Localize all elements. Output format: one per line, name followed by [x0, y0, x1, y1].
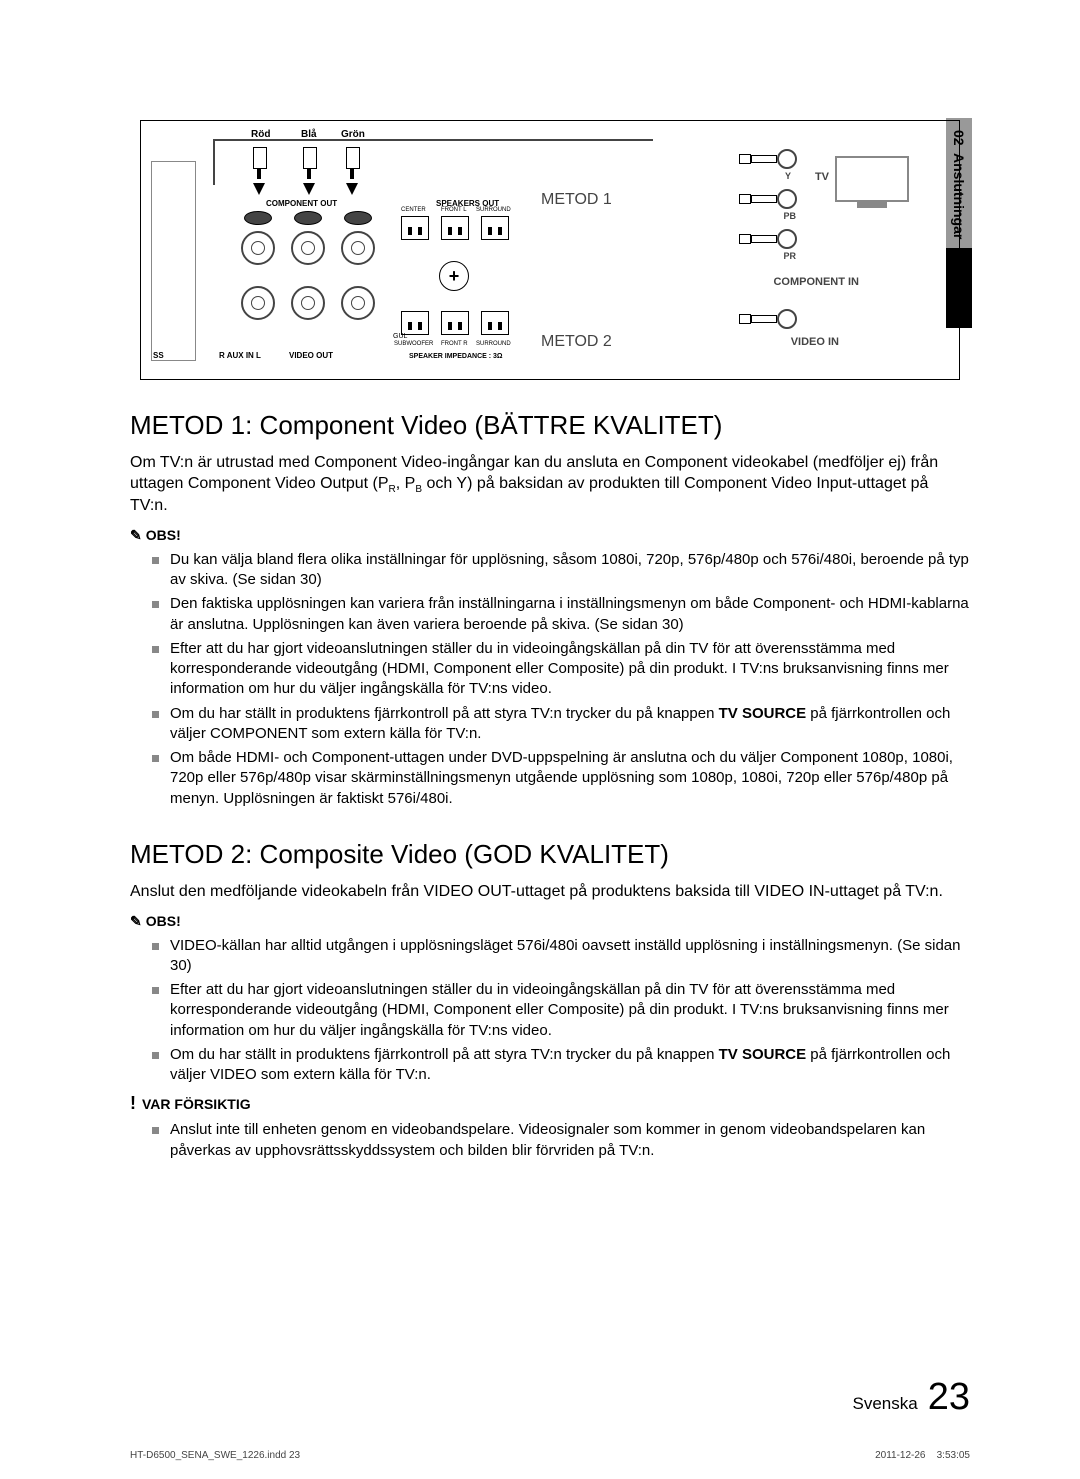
intro-sub-r: R: [389, 484, 396, 495]
list-item: Efter att du har gjort videoanslutningen…: [170, 639, 970, 700]
video-out-label: VIDEO OUT: [289, 351, 333, 360]
print-date: 2011-12-26: [875, 1450, 925, 1461]
component-in-label: COMPONENT IN: [773, 276, 859, 288]
rca-jack-icon: [241, 286, 275, 320]
speaker-surround2-label: SURROUND: [476, 341, 511, 347]
plug-icon: [346, 147, 358, 179]
component-out-label: COMPONENT OUT: [266, 199, 337, 208]
print-metadata: HT-D6500_SENA_SWE_1226.indd 23 2011-12-2…: [130, 1450, 970, 1461]
speaker-surround-label: SURROUND: [476, 207, 511, 213]
caution-label: VAR FÖRSIKTIG: [130, 1093, 970, 1114]
list-item: Efter att du har gjort videoanslutningen…: [170, 980, 970, 1041]
list-item: Om du har ställt in produktens fjärrkont…: [170, 1045, 970, 1086]
speaker-terminal-icon: [441, 216, 469, 240]
rca-jack-icon: [341, 286, 375, 320]
arrow-down-icon: [303, 183, 315, 195]
list-item: Om både HDMI- och Component-uttagen unde…: [170, 748, 970, 809]
tv-icon: [835, 156, 909, 202]
caution-bullets: Anslut inte till enheten genom en videob…: [130, 1120, 970, 1161]
tv-input-y: [739, 149, 799, 167]
tv-input-video: [739, 309, 799, 327]
intro-text: , P: [396, 475, 416, 492]
metod1-intro: Om TV:n är utrustad med Component Video-…: [130, 453, 970, 517]
unit-side-outline: [151, 161, 196, 361]
pr-label: PR: [783, 251, 796, 261]
plus-icon: +: [439, 261, 469, 291]
plug-icon: [253, 147, 265, 179]
rca-jack-icon: [291, 231, 325, 265]
ss-label: SS: [153, 351, 164, 360]
print-file: HT-D6500_SENA_SWE_1226.indd 23: [130, 1450, 300, 1461]
speaker-impedance-label: SPEAKER IMPEDANCE : 3Ω: [409, 353, 503, 360]
footer-page-number: 23: [928, 1376, 970, 1419]
tv-input-pr: [739, 229, 799, 247]
intro-sub-b: B: [415, 484, 422, 495]
metod1-bullets: Du kan välja bland flera olika inställni…: [130, 550, 970, 809]
obs-label-2: OBS!: [130, 913, 970, 930]
speaker-center-label: CENTER: [401, 207, 426, 213]
tv-input-pb: [739, 189, 799, 207]
speaker-terminal-icon: [401, 216, 429, 240]
rca-jack-icon: [241, 231, 275, 265]
metod1-heading: METOD 1: Component Video (BÄTTRE KVALITE…: [130, 410, 970, 441]
metod1-diagram-label: METOD 1: [541, 191, 612, 209]
arrow-down-icon: [346, 183, 358, 195]
connection-diagram: Röd Blå Grön COMPONENT OUT SPEAKERS OUT …: [140, 120, 960, 380]
pb-label: PB: [783, 211, 796, 221]
cable-color-blue: Blå: [301, 129, 317, 140]
jack-icon: [344, 211, 372, 225]
metod2-diagram-label: METOD 2: [541, 333, 612, 351]
list-item: Du kan välja bland flera olika inställni…: [170, 550, 970, 591]
rca-jack-icon: [341, 231, 375, 265]
video-in-label: VIDEO IN: [791, 336, 839, 348]
list-item: Om du har ställt in produktens fjärrkont…: [170, 704, 970, 745]
plug-icon: [303, 147, 315, 179]
cable-color-red: Röd: [251, 129, 270, 140]
page-footer: Svenska 23: [0, 1376, 1080, 1419]
list-item: VIDEO-källan har alltid utgången i upplö…: [170, 936, 970, 977]
metod2-heading: METOD 2: Composite Video (GOD KVALITET): [130, 839, 970, 870]
speaker-terminal-icon: [481, 311, 509, 335]
list-item: Anslut inte till enheten genom en videob…: [170, 1120, 970, 1161]
y-label: Y: [785, 171, 791, 181]
print-time: 3:53:05: [937, 1450, 970, 1461]
footer-language: Svenska: [853, 1394, 918, 1414]
tv-label: TV: [815, 171, 829, 183]
aux-in-label: R AUX IN L: [219, 351, 261, 360]
jack-icon: [294, 211, 322, 225]
obs-label: OBS!: [130, 527, 970, 544]
cable-color-green: Grön: [341, 129, 365, 140]
metod2-intro: Anslut den medföljande videokabeln från …: [130, 882, 970, 903]
arrow-down-icon: [253, 183, 265, 195]
speaker-subwoofer-label: SUBWOOFER: [394, 341, 433, 347]
speaker-frontr-label: FRONT R: [441, 341, 468, 347]
gul-label: GUL: [393, 333, 407, 340]
speaker-terminal-icon: [441, 311, 469, 335]
speaker-terminal-icon: [401, 311, 429, 335]
rca-jack-icon: [291, 286, 325, 320]
list-item: Den faktiska upplösningen kan variera fr…: [170, 594, 970, 635]
cable-route-line: [213, 139, 653, 185]
speaker-terminal-icon: [481, 216, 509, 240]
jack-icon: [244, 211, 272, 225]
speaker-frontl-label: FRONT L: [441, 207, 467, 213]
metod2-bullets: VIDEO-källan har alltid utgången i upplö…: [130, 936, 970, 1086]
